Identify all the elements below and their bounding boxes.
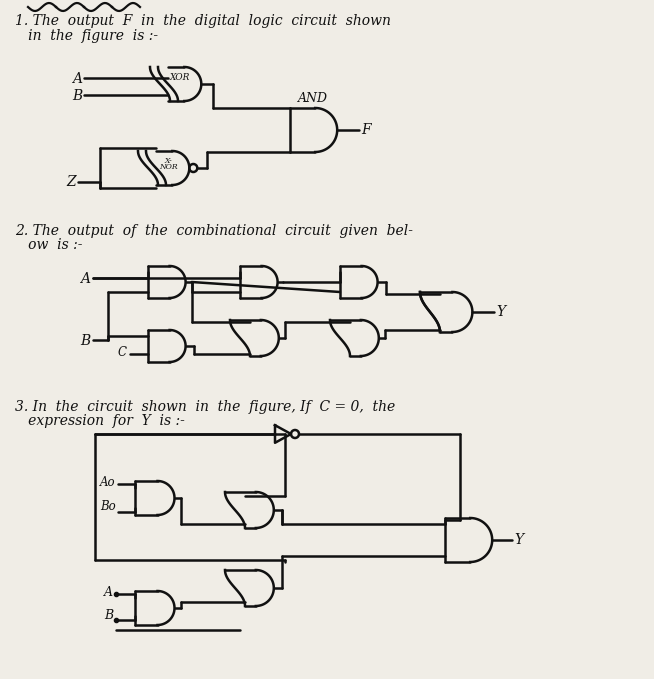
Text: ow  is :-: ow is :- <box>15 238 82 252</box>
Text: X-: X- <box>164 157 172 165</box>
Text: B: B <box>72 89 82 103</box>
Text: AND: AND <box>298 92 328 105</box>
Text: 3. In  the  circuit  shown  in  the  figure, If  C = 0,  the: 3. In the circuit shown in the figure, I… <box>15 400 395 414</box>
Text: expression  for  Y  is :-: expression for Y is :- <box>15 414 185 428</box>
Text: Bo: Bo <box>100 500 116 513</box>
Text: XOR: XOR <box>170 73 190 82</box>
Text: A: A <box>72 72 82 86</box>
Text: F: F <box>361 123 371 137</box>
Text: NOR: NOR <box>159 163 177 171</box>
Text: 1. The  output  F  in  the  digital  logic  circuit  shown: 1. The output F in the digital logic cir… <box>15 14 391 28</box>
Text: C: C <box>118 346 127 359</box>
Text: B: B <box>80 334 90 348</box>
Text: Y: Y <box>496 305 506 319</box>
Text: in  the  figure  is :-: in the figure is :- <box>15 29 158 43</box>
Text: A: A <box>80 272 90 286</box>
Text: Ao: Ao <box>100 476 116 489</box>
Text: B: B <box>104 609 113 622</box>
Text: Z: Z <box>66 175 76 189</box>
Text: Y: Y <box>514 533 523 547</box>
Text: 2. The  output  of  the  combinational  circuit  given  bel-: 2. The output of the combinational circu… <box>15 224 413 238</box>
Text: A: A <box>104 586 113 599</box>
